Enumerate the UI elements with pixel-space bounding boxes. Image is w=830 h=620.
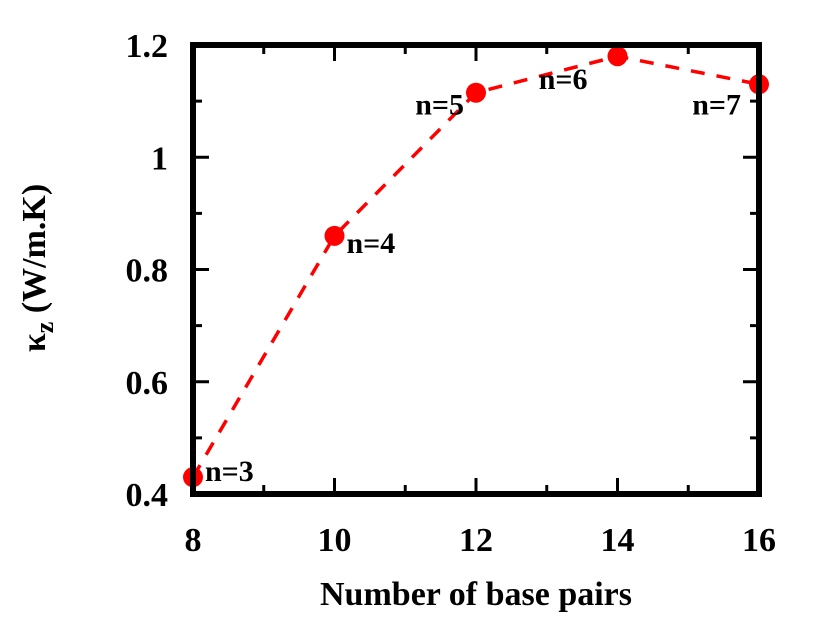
point-annotation: n=7 xyxy=(692,88,741,121)
y-axis-subscript: z xyxy=(30,322,59,334)
axis-tick-labels: 8 10 12 14 16 0.4 0.6 0.8 1 1.2 xyxy=(126,28,777,559)
series-line xyxy=(191,54,760,479)
svg-text:κz (W/m.K): κz (W/m.K) xyxy=(16,184,59,352)
x-tick-label: 8 xyxy=(185,522,202,559)
data-point-marker xyxy=(324,225,345,246)
y-tick-label: 0.6 xyxy=(126,365,169,402)
point-annotations: n=3 n=4 n=5 n=6 n=7 xyxy=(205,63,741,488)
y-tick-label: 1 xyxy=(151,140,168,177)
data-point-marker xyxy=(607,46,628,67)
x-tick-label: 16 xyxy=(742,522,776,559)
y-tick-label: 0.8 xyxy=(126,253,169,290)
point-annotation: n=5 xyxy=(415,89,464,122)
plot-frame xyxy=(190,42,762,497)
data-markers xyxy=(183,46,769,488)
y-tick-label: 0.4 xyxy=(126,477,169,514)
axis-ticks xyxy=(191,43,761,496)
y-axis-units: (W/m.K) xyxy=(16,184,53,322)
y-axis-title: κz (W/m.K) xyxy=(16,184,59,352)
y-tick-label: 1.2 xyxy=(126,28,169,65)
data-point-marker xyxy=(466,82,486,103)
x-tick-label: 14 xyxy=(601,522,635,559)
x-tick-label: 12 xyxy=(459,522,493,559)
x-tick-label: 10 xyxy=(318,522,352,559)
point-annotation: n=4 xyxy=(347,227,396,260)
x-axis-title: Number of base pairs xyxy=(320,576,632,613)
point-annotation: n=3 xyxy=(205,455,254,488)
point-annotation: n=6 xyxy=(539,63,588,96)
y-axis-symbol: κ xyxy=(16,333,53,352)
